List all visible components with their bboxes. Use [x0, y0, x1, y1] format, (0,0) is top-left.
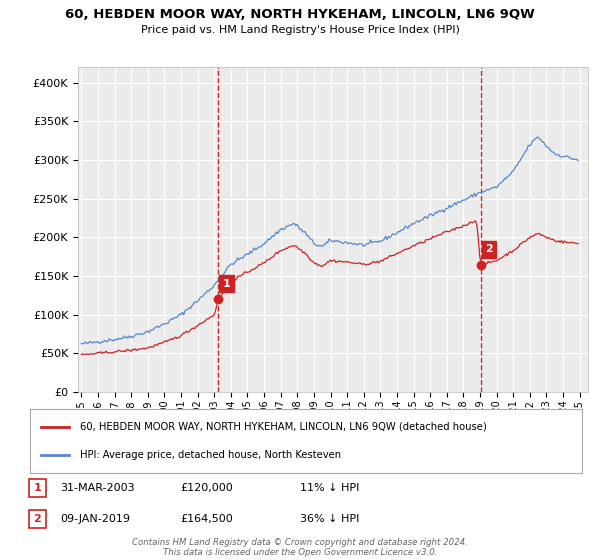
Text: 2: 2 [34, 514, 41, 524]
Text: 60, HEBDEN MOOR WAY, NORTH HYKEHAM, LINCOLN, LN6 9QW: 60, HEBDEN MOOR WAY, NORTH HYKEHAM, LINC… [65, 8, 535, 21]
Text: £164,500: £164,500 [180, 514, 233, 524]
Text: 09-JAN-2019: 09-JAN-2019 [60, 514, 130, 524]
Text: 2: 2 [485, 244, 493, 254]
Text: 31-MAR-2003: 31-MAR-2003 [60, 483, 134, 493]
Text: 1: 1 [223, 279, 230, 289]
Text: 36% ↓ HPI: 36% ↓ HPI [300, 514, 359, 524]
Text: 60, HEBDEN MOOR WAY, NORTH HYKEHAM, LINCOLN, LN6 9QW (detached house): 60, HEBDEN MOOR WAY, NORTH HYKEHAM, LINC… [80, 422, 487, 432]
Text: Price paid vs. HM Land Registry's House Price Index (HPI): Price paid vs. HM Land Registry's House … [140, 25, 460, 35]
Text: £120,000: £120,000 [180, 483, 233, 493]
Text: HPI: Average price, detached house, North Kesteven: HPI: Average price, detached house, Nort… [80, 450, 341, 460]
Text: Contains HM Land Registry data © Crown copyright and database right 2024.
This d: Contains HM Land Registry data © Crown c… [132, 538, 468, 557]
Text: 11% ↓ HPI: 11% ↓ HPI [300, 483, 359, 493]
Text: 1: 1 [34, 483, 41, 493]
